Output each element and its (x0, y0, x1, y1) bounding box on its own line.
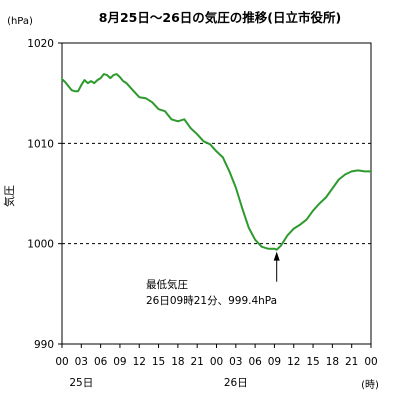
x-tick-label-9: 03 (229, 356, 242, 368)
y-axis-label: 気圧 (2, 185, 16, 207)
x-tick-label-5: 15 (152, 356, 165, 368)
x-tick-label-14: 18 (326, 356, 339, 368)
x-tick-label-1: 03 (75, 356, 88, 368)
x-tick-label-11: 09 (268, 356, 281, 368)
x-tick-label-4: 12 (133, 356, 146, 368)
x-tick-label-0: 00 (55, 356, 68, 368)
annotation-line2: 26日09時21分、999.4hPa (146, 295, 277, 307)
y-tick-label-990: 990 (34, 339, 54, 351)
day-label-1: 26日 (224, 377, 248, 389)
x-tick-label-16: 00 (364, 356, 377, 368)
x-tick-label-12: 12 (287, 356, 300, 368)
x-tick-label-7: 21 (191, 356, 204, 368)
series-line-0 (61, 73, 372, 251)
y-tick-label-1020: 1020 (27, 38, 54, 50)
x-unit-label: (時) (361, 379, 379, 391)
x-tick-label-3: 09 (113, 356, 126, 368)
x-tick-label-6: 18 (171, 356, 184, 368)
day-label-0: 25日 (69, 377, 93, 389)
y-tick-label-1000: 1000 (27, 239, 54, 251)
x-tick-label-15: 21 (345, 356, 358, 368)
x-tick-label-10: 06 (248, 356, 262, 368)
x-tick-label-13: 15 (306, 356, 319, 368)
y-tick-label-1010: 1010 (27, 138, 54, 150)
chart-title: 8月25日～26日の気圧の推移(日立市役所) (99, 10, 341, 25)
y-unit-label: (hPa) (7, 16, 33, 27)
annotation-line1: 最低気圧 (146, 278, 188, 291)
annotation-arrow-head (273, 251, 280, 261)
x-tick-label-2: 06 (94, 356, 108, 368)
x-tick-label-8: 00 (210, 356, 223, 368)
